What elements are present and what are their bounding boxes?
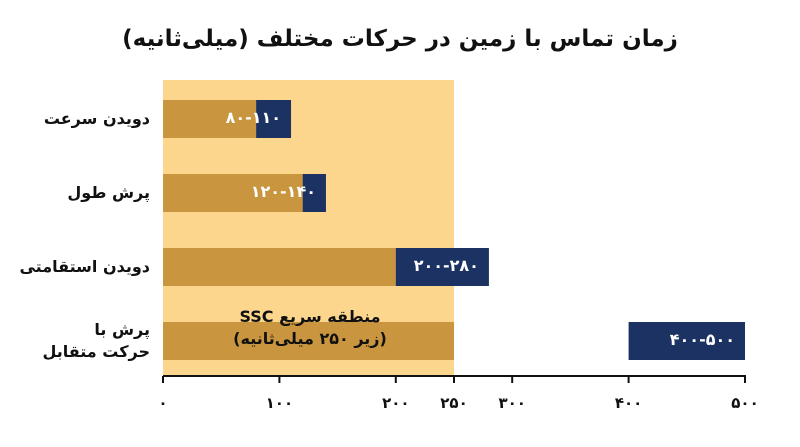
x-tick-label: ۳۰۰ [498,394,526,412]
x-tick-label: ۲۵۰ [440,394,468,412]
x-tick-label: ۰ [158,394,168,412]
bar-value-label: ۱۲۰-۱۴۰ [250,182,316,201]
bar-2 [395,248,489,286]
bar-offset-1 [163,174,303,212]
x-tick-label: ۵۰۰ [731,394,759,412]
bar-value-label: ۸۰-۱۱۰ [225,108,282,127]
category-label: دویدن استقامتی [19,257,150,276]
bar-0 [256,100,292,138]
category-label: دویدن سرعت [43,109,150,128]
zone-label: منطقه سریع SSC (زیر ۲۵۰ میلی‌ثانیه) [233,307,387,348]
chart-title: زمان تماس با زمین در حرکات مختلف (میلی‌ث… [122,26,678,52]
bar-1 [302,174,326,212]
x-tick-label: ۲۰۰ [382,394,410,412]
bar-3 [628,322,745,360]
bar-offset-2 [163,248,396,286]
category-label: پرش با حرکت متقابل [42,320,150,361]
bar-value-label: ۲۰۰-۲۸۰ [413,256,479,275]
x-tick-label: ۱۰۰ [265,394,294,412]
bar-value-label: ۴۰۰-۵۰۰ [669,330,735,349]
x-tick-label: ۴۰۰ [614,394,643,412]
bar-offset-0 [163,100,257,138]
bar-offset-3 [163,322,454,360]
category-label: پرش طول [67,183,150,202]
